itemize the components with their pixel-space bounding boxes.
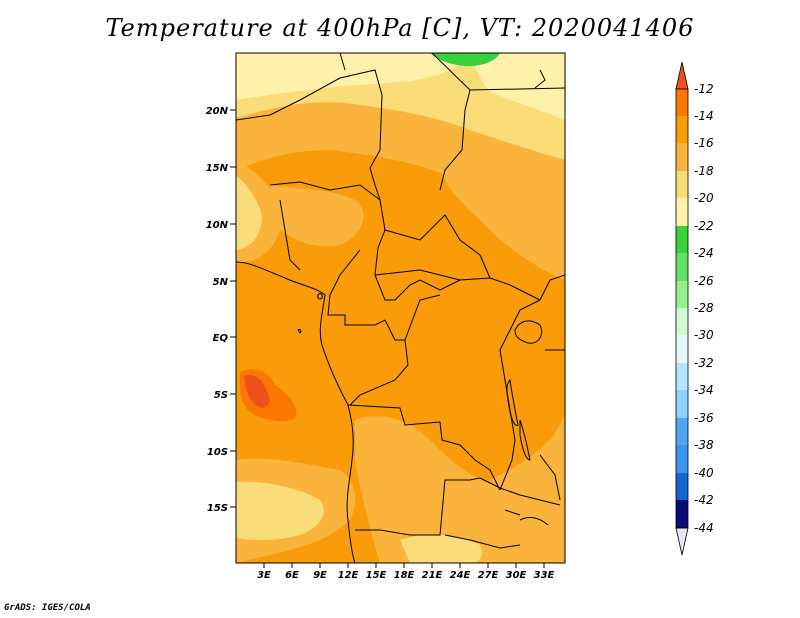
colorbar-swatch — [676, 143, 688, 171]
colorbar-label: -24 — [694, 246, 714, 260]
colorbar-swatch — [676, 473, 688, 500]
colorbar-label: -14 — [694, 109, 714, 123]
colorbar-swatch — [676, 89, 688, 116]
longitude-axis: 3E 6E 9E 12E 15E 18E 21E 24E 27E 30E 33E — [257, 563, 555, 581]
colorbar-label: -16 — [694, 136, 714, 150]
colorbar-swatch — [676, 418, 688, 445]
colorbar-swatch — [676, 226, 688, 253]
country-borders — [236, 53, 565, 563]
colorbar-top-arrow — [675, 61, 689, 90]
colorbar-swatch — [676, 253, 688, 281]
temperature-field — [236, 53, 565, 563]
colorbar-swatch — [676, 445, 688, 473]
lat-tick-label: 5N — [213, 277, 229, 288]
lon-tick-label: 3E — [257, 570, 271, 581]
colorbar-swatch — [676, 281, 688, 308]
lon-tick-label: 27E — [478, 570, 499, 581]
colorbar-label: -30 — [694, 328, 714, 342]
lon-tick-label: 12E — [338, 570, 359, 581]
lon-tick-label: 9E — [313, 570, 327, 581]
lat-tick-label: 5S — [214, 390, 228, 401]
lat-tick-label: 10N — [206, 220, 229, 231]
latitude-axis: 20N 15N 10N 5N EQ 5S 10S 15S — [206, 106, 236, 514]
colorbar-label: -18 — [694, 164, 714, 178]
colorbar-label: -40 — [694, 466, 714, 480]
lon-tick-label: 33E — [534, 570, 555, 581]
colorbar-label: -12 — [694, 82, 714, 96]
colorbar-swatch — [676, 171, 688, 198]
lon-tick-label: 18E — [394, 570, 415, 581]
colorbar-swatch — [676, 308, 688, 335]
colorbar-swatch — [676, 198, 688, 226]
colorbar-swatch — [676, 363, 688, 390]
lat-tick-label: 15S — [207, 503, 228, 514]
colorbar-swatch — [676, 116, 688, 143]
colorbar-label: -20 — [694, 191, 714, 205]
lat-tick-label: 20N — [206, 106, 229, 117]
colorbar-label: -42 — [694, 493, 714, 507]
colorbar-swatch — [676, 500, 688, 528]
colorbar-bottom-arrow — [675, 527, 689, 556]
lon-tick-label: 21E — [422, 570, 443, 581]
colorbar-label: -26 — [694, 274, 714, 288]
colorbar-label: -38 — [694, 438, 714, 452]
colorbar-label: -28 — [694, 301, 714, 315]
lon-tick-label: 6E — [285, 570, 299, 581]
colorbar-label: -22 — [694, 219, 714, 233]
colorbar-label: -32 — [694, 356, 714, 370]
colorbar-label: -36 — [694, 411, 714, 425]
colorbar-label: -44 — [694, 521, 714, 535]
lon-tick-label: 30E — [506, 570, 527, 581]
lon-tick-label: 24E — [450, 570, 471, 581]
lat-tick-label: 10S — [207, 447, 228, 458]
grads-credit: GrADS: IGES/COLA — [4, 603, 91, 613]
colorbar-label: -34 — [694, 383, 714, 397]
colorbar: -12 -14 -16 -18 -20 -22 -24 -26 -28 -30 … — [675, 61, 714, 556]
map-title: Temperature at 400hPa [C], VT: 202004140… — [105, 14, 695, 42]
colorbar-swatch — [676, 335, 688, 363]
lon-tick-label: 15E — [366, 570, 387, 581]
lat-tick-label: 15N — [206, 163, 229, 174]
lat-tick-label: EQ — [213, 333, 229, 344]
colorbar-swatch — [676, 390, 688, 418]
map-frame — [235, 52, 566, 564]
